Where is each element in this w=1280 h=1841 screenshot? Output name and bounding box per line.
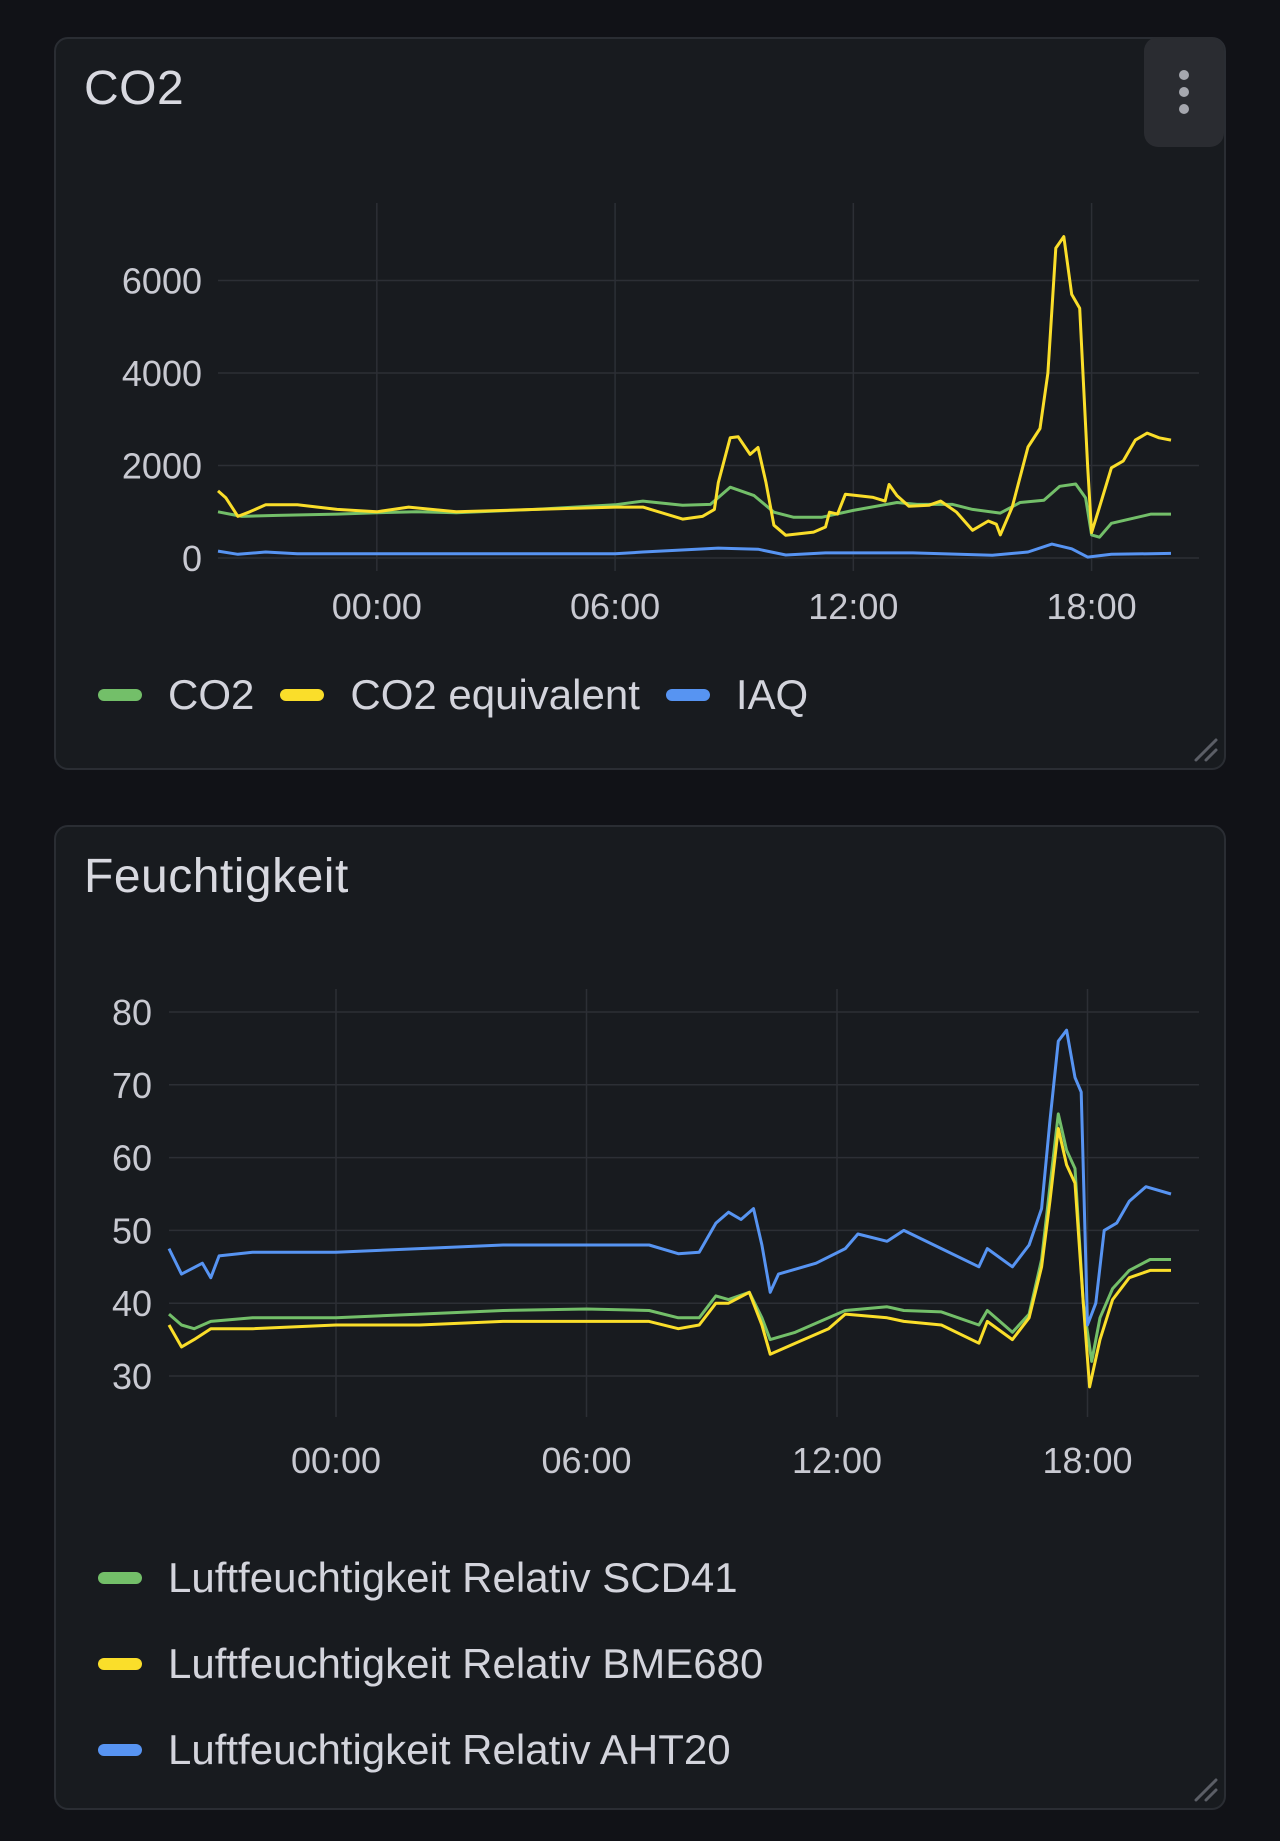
legend-label: Luftfeuchtigkeit Relativ BME680 — [168, 1640, 764, 1687]
series-line — [217, 235, 1172, 537]
y-tick-label: 4000 — [122, 353, 202, 394]
humidity-chart[interactable]: 30 40 50 60 70 80 00:00 06:00 12:00 18:00 — [56, 827, 1224, 1808]
y-tick-label: 50 — [112, 1210, 152, 1251]
kebab-vertical-icon — [1179, 104, 1189, 114]
legend-swatch-icon — [98, 1744, 142, 1756]
x-tick-label: 18:00 — [1047, 586, 1137, 627]
y-tick-label: 6000 — [122, 261, 202, 302]
legend-item-iaq[interactable]: IAQ — [665, 671, 809, 719]
x-tick-label: 06:00 — [541, 1440, 631, 1481]
y-tick-label: 2000 — [122, 446, 202, 487]
panel-menu-button[interactable] — [1144, 37, 1224, 147]
legend-item-aht20[interactable]: Luftfeuchtigkeit Relativ AHT20 — [98, 1707, 763, 1793]
x-tick-label: 00:00 — [332, 586, 422, 627]
legend-item-scd41[interactable]: Luftfeuchtigkeit Relativ SCD41 — [98, 1535, 763, 1621]
humidity-legend: Luftfeuchtigkeit Relativ SCD41 Luftfeuch… — [98, 1535, 763, 1793]
co2-chart[interactable]: 0 2000 4000 6000 00:00 06:00 12:00 18:00 — [56, 39, 1224, 768]
x-tick-label: 06:00 — [570, 586, 660, 627]
legend-item-bme680[interactable]: Luftfeuchtigkeit Relativ BME680 — [98, 1621, 763, 1707]
resize-handle-icon[interactable] — [1190, 734, 1220, 764]
x-tick-label: 18:00 — [1042, 1440, 1132, 1481]
x-tick-label: 12:00 — [792, 1440, 882, 1481]
resize-handle-icon[interactable] — [1190, 1774, 1220, 1804]
legend-label: Luftfeuchtigkeit Relativ AHT20 — [168, 1726, 731, 1773]
legend-label: Luftfeuchtigkeit Relativ SCD41 — [168, 1554, 738, 1601]
legend-swatch-icon — [98, 1658, 142, 1670]
legend-swatch-icon — [280, 689, 325, 701]
legend-label: CO2 equivalent — [350, 671, 640, 718]
series-line — [217, 482, 1171, 539]
panel-title: Feuchtigkeit — [84, 850, 349, 903]
series-line — [167, 1127, 1171, 1389]
y-tick-label: 80 — [112, 992, 152, 1033]
y-tick-label: 0 — [182, 538, 202, 579]
y-tick-label: 30 — [112, 1356, 152, 1397]
series-line — [167, 1028, 1172, 1327]
x-tick-label: 00:00 — [291, 1440, 381, 1481]
legend-label: CO2 — [168, 671, 255, 718]
x-tick-label: 12:00 — [808, 586, 898, 627]
legend-swatch-icon — [98, 689, 142, 701]
legend-swatch-icon — [665, 689, 710, 701]
y-tick-label: 60 — [112, 1138, 152, 1179]
humidity-panel: Feuchtigkeit 30 40 50 60 70 80 00:00 06:00 12:00… — [54, 825, 1226, 1810]
co2-legend: CO2 CO2 equivalent IAQ — [98, 671, 808, 719]
legend-item-co2[interactable]: CO2 — [98, 671, 254, 719]
legend-item-co2-equivalent[interactable]: CO2 equivalent — [280, 671, 640, 719]
legend-label: IAQ — [735, 671, 809, 718]
co2-panel: CO2 0 2000 4000 6000 00:00 06:00 12:00 18:00 CO… — [54, 37, 1226, 770]
kebab-vertical-icon — [1179, 70, 1189, 80]
panel-title: CO2 — [84, 62, 185, 115]
series-line — [217, 542, 1172, 559]
kebab-vertical-icon — [1179, 87, 1189, 97]
y-tick-label: 40 — [112, 1283, 152, 1324]
y-tick-label: 70 — [112, 1065, 152, 1106]
legend-swatch-icon — [98, 1572, 142, 1584]
